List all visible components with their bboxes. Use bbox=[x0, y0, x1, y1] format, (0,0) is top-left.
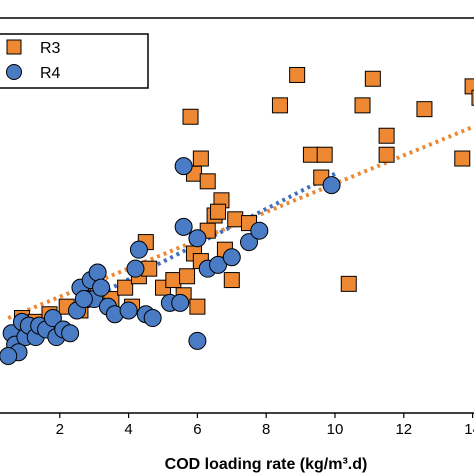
legend-label-r3: R3 bbox=[40, 40, 61, 57]
x-axis-ticks: 2 4 6 8 10 12 14 bbox=[56, 413, 474, 438]
x-axis-title: COD loading rate (kg/m³.d) bbox=[165, 456, 368, 473]
legend-box bbox=[0, 33, 149, 89]
x-tick-label: 8 bbox=[262, 421, 270, 438]
data-point-r3 bbox=[471, 89, 474, 106]
x-tick-label: 10 bbox=[327, 421, 344, 438]
data-point-r4 bbox=[0, 347, 18, 366]
x-tick-label: 6 bbox=[193, 421, 201, 438]
data-points bbox=[0, 66, 474, 366]
data-point-r4 bbox=[126, 259, 145, 278]
data-point-r3 bbox=[378, 146, 395, 163]
data-point-r3 bbox=[271, 97, 288, 114]
legend-label-r4: R4 bbox=[40, 65, 61, 82]
data-point-r4 bbox=[174, 157, 193, 176]
legend-marker-r3 bbox=[6, 39, 22, 55]
trend-lines bbox=[7, 124, 474, 343]
data-point-r3 bbox=[210, 203, 227, 220]
data-point-r3 bbox=[117, 279, 134, 296]
data-point-r3 bbox=[227, 211, 244, 228]
data-point-r3 bbox=[179, 268, 196, 285]
data-point-r3 bbox=[454, 150, 471, 167]
series-r3 bbox=[13, 66, 474, 330]
data-point-r4 bbox=[171, 293, 190, 312]
data-point-r3 bbox=[416, 101, 433, 118]
data-point-r4 bbox=[43, 309, 62, 328]
data-point-r4 bbox=[92, 278, 111, 297]
data-point-r4 bbox=[322, 176, 341, 195]
data-point-r4 bbox=[240, 233, 258, 252]
trend-line-r4 bbox=[7, 171, 336, 343]
data-point-r3 bbox=[192, 150, 209, 167]
data-point-r3 bbox=[316, 146, 333, 163]
data-point-r4 bbox=[129, 240, 148, 259]
data-point-r4 bbox=[209, 255, 228, 274]
x-tick-label: 14 bbox=[464, 421, 474, 438]
data-point-r3 bbox=[378, 127, 395, 144]
data-point-r4 bbox=[188, 331, 207, 350]
data-point-r3 bbox=[302, 146, 319, 163]
data-point-r4 bbox=[61, 324, 80, 343]
legend-marker-r4 bbox=[6, 64, 22, 80]
data-point-r4 bbox=[222, 248, 241, 267]
x-tick-label: 2 bbox=[56, 421, 64, 438]
data-point-r3 bbox=[223, 272, 240, 289]
data-point-r4 bbox=[188, 229, 207, 248]
data-point-r4 bbox=[74, 290, 93, 309]
data-point-r4 bbox=[119, 301, 138, 320]
legend: R3 R4 bbox=[0, 33, 149, 89]
data-point-r4 bbox=[143, 309, 162, 328]
data-point-r3 bbox=[354, 97, 371, 114]
x-tick-label: 4 bbox=[124, 421, 132, 438]
data-point-r4 bbox=[88, 263, 107, 282]
trend-line-r3 bbox=[7, 124, 474, 320]
data-point-r3 bbox=[189, 298, 206, 315]
data-point-r4 bbox=[250, 221, 269, 240]
data-point-r3 bbox=[364, 70, 381, 87]
x-tick-label: 12 bbox=[395, 421, 412, 438]
series-r4 bbox=[0, 157, 341, 366]
data-point-r3 bbox=[182, 108, 199, 125]
data-point-r3 bbox=[340, 275, 357, 292]
data-point-r3 bbox=[199, 173, 216, 190]
plot-frame bbox=[0, 17, 474, 414]
data-point-r3 bbox=[165, 272, 182, 289]
data-point-r3 bbox=[289, 66, 306, 83]
data-point-r4 bbox=[174, 217, 193, 236]
